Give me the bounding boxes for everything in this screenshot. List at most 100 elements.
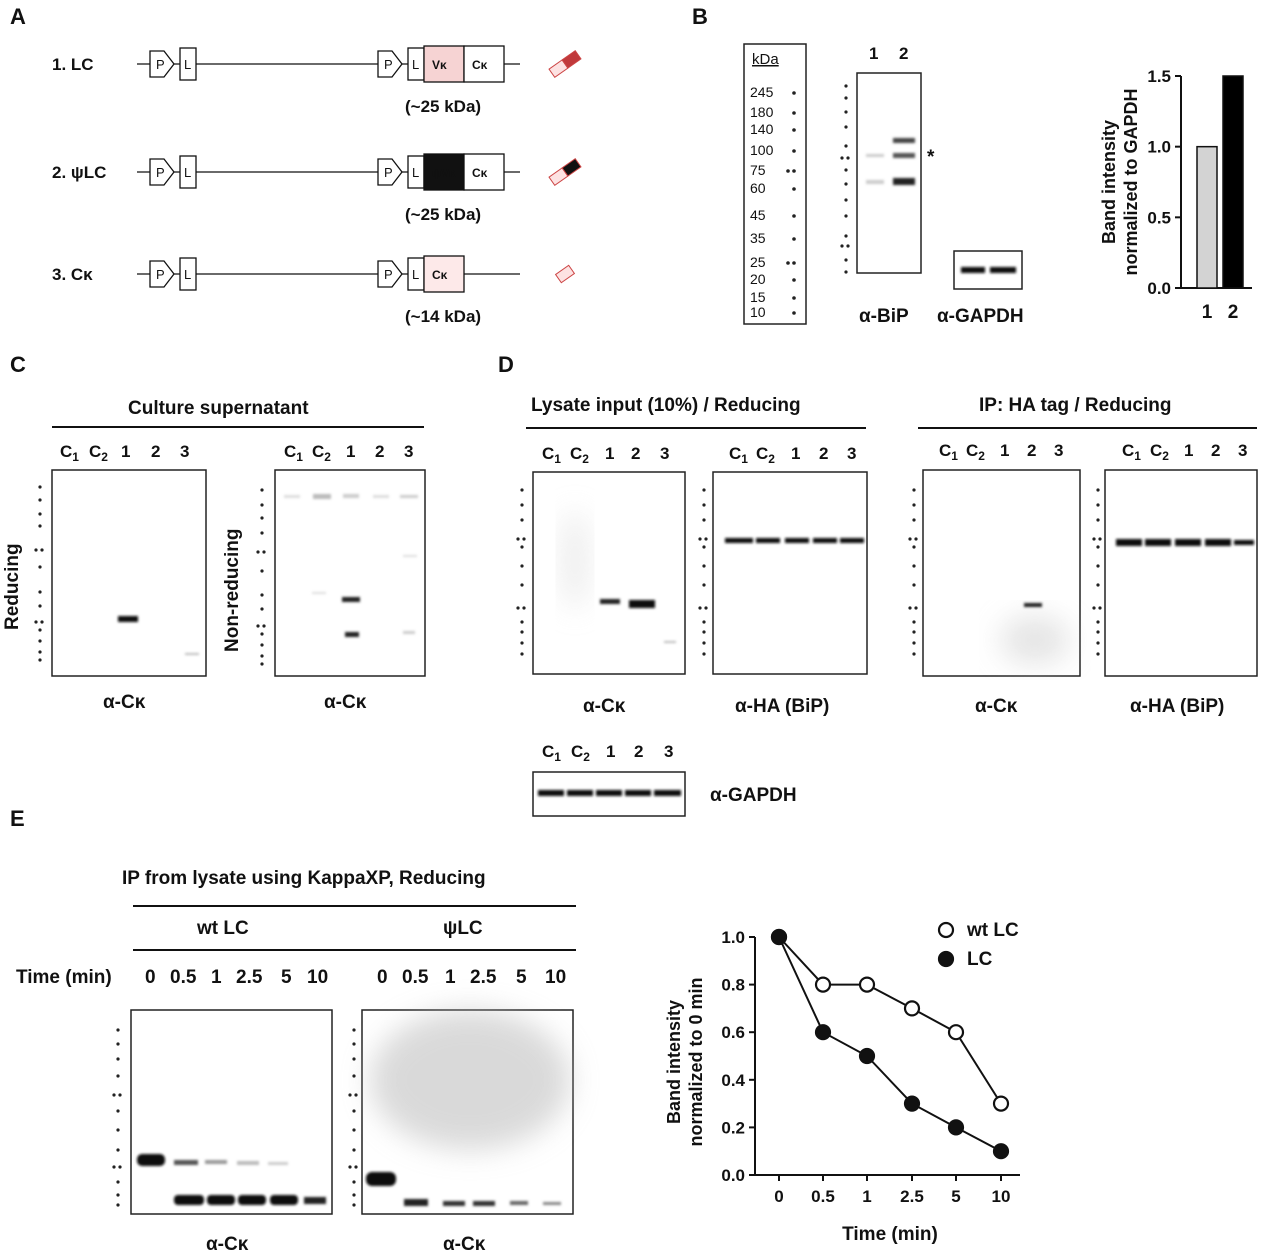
bar-x-tick-label: 1	[1202, 302, 1213, 323]
lane-main: 2	[634, 742, 643, 761]
marker-dot	[844, 198, 848, 202]
marker-dot	[118, 1165, 122, 1169]
lane-main: 2	[819, 444, 828, 463]
bip-lane-1: 1	[869, 44, 878, 63]
marker-dot	[1098, 537, 1102, 541]
series-1-point	[947, 1024, 965, 1041]
domain-label: Cκ	[432, 268, 448, 282]
marker-dot	[520, 518, 524, 522]
marker-label: 140	[750, 121, 774, 137]
series-1-point	[903, 1000, 921, 1017]
e-wt-time-2: 0.5	[170, 967, 197, 988]
marker-dot	[792, 149, 796, 153]
panel-c-title: Culture supernatant	[128, 398, 309, 419]
d-gapdh-bands	[538, 790, 681, 796]
e-wt-time-4: 2.5	[236, 967, 263, 988]
line-x-tick-label: 1	[862, 1187, 871, 1206]
promoter-label: P	[156, 165, 165, 180]
bar-1	[1196, 145, 1218, 289]
lane-main: C	[284, 442, 296, 461]
bar-y-label-line2: normalized to GAPDH	[1121, 88, 1141, 275]
marker-dot	[352, 1180, 356, 1184]
marker-dot	[1096, 583, 1100, 587]
marker-dot	[116, 1057, 120, 1061]
lane-main: C	[89, 442, 101, 461]
panel-c-lanes-right: C1 C2 1 2 3	[284, 442, 413, 464]
marker-dot	[352, 1148, 356, 1152]
marker-dot	[1096, 545, 1100, 549]
marker-dot	[1096, 630, 1100, 634]
marker-dot	[38, 604, 42, 608]
marker-dot	[840, 244, 844, 248]
d-ip-ha-lane-5: 3	[1238, 441, 1247, 460]
c-right-lane-2: C2	[312, 442, 331, 464]
chain-icon	[554, 264, 576, 284]
lane-main: C	[939, 441, 951, 460]
marker-dot	[260, 516, 264, 520]
lane-main: 3	[660, 444, 669, 463]
marker-dot	[912, 583, 916, 587]
legend-label-2: LC	[967, 949, 993, 970]
lane-main: 1	[605, 444, 614, 463]
chain-icon	[548, 158, 582, 186]
gapdh-bands-b	[961, 267, 1016, 273]
marker-dot	[1092, 537, 1096, 541]
lane-main: 1	[346, 442, 355, 461]
c-left-lane-4: 2	[151, 442, 160, 461]
d-gapdh-lane-4: 2	[634, 742, 643, 761]
marker-dot	[1092, 606, 1096, 610]
marker-dot	[38, 485, 42, 489]
series-1-point	[858, 976, 876, 993]
d-lane-labels: C1 C2 1 2 3 C1 C2 1 2 3 C1 C2 1 2 3 C1 C2 1 2 3C1 C2 1 2 3	[542, 441, 1247, 764]
marker-dot	[116, 1193, 120, 1197]
marker-dot	[34, 548, 38, 552]
c-nonreducing-blot	[274, 469, 426, 677]
marker-dot	[38, 524, 42, 528]
construct-name-2: 2. ψLC	[52, 163, 106, 182]
c-marker-dots	[34, 485, 266, 666]
line-y-label-line1: Band intensity	[664, 1000, 684, 1124]
lane-main: C	[1122, 441, 1134, 460]
d-ip-ck-lane-1: C1	[939, 441, 958, 463]
e-wt-blot	[130, 1009, 333, 1215]
promoter-arrow-2	[377, 158, 403, 186]
e-psi-time-2: 0.5	[402, 967, 429, 988]
marker-dot	[260, 593, 264, 597]
marker-dot	[1096, 503, 1100, 507]
d-input-ha-lane-5: 3	[847, 444, 856, 463]
bar-y-axis-label: Band intensity normalized to GAPDH	[1099, 88, 1141, 275]
marker-dot	[792, 237, 796, 241]
marker-dot	[844, 168, 848, 172]
marker-dot	[38, 590, 42, 594]
lane-sub: 1	[554, 750, 561, 764]
series-2-point	[770, 928, 788, 946]
marker-dot	[792, 187, 796, 191]
marker-dot	[702, 630, 706, 634]
marker-dot	[844, 270, 848, 274]
marker-dot	[844, 144, 848, 148]
c-bands	[118, 494, 418, 655]
lane-main: 2	[375, 442, 384, 461]
promoter-label: P	[384, 57, 393, 72]
marker-dot	[116, 1109, 120, 1113]
domain-label: ψVκ	[432, 166, 456, 180]
d-input-ha-lane-2: C2	[756, 444, 775, 466]
marker-dot	[912, 488, 916, 492]
marker-dot	[262, 550, 266, 554]
line-x-tick-label: 2.5	[900, 1187, 924, 1206]
lane-main: C	[542, 444, 554, 463]
d-input-ha-blot	[712, 471, 868, 675]
marker-dot	[1096, 641, 1100, 645]
marker-dot	[702, 652, 706, 656]
marker-dot	[702, 641, 706, 645]
lane-sub: 1	[951, 449, 958, 463]
d-gapdh-label: α-GAPDH	[710, 785, 797, 806]
marker-dot	[702, 583, 706, 587]
leader-label: L	[184, 267, 191, 282]
lane-main: 2	[1211, 441, 1220, 460]
marker-dot	[40, 548, 44, 552]
promoter-arrow-1	[149, 260, 175, 288]
marker-dot	[354, 1093, 358, 1097]
